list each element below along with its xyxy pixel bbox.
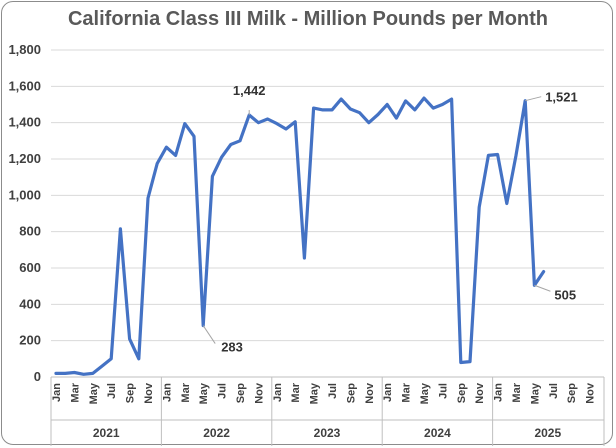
x-month-label: Sep [125, 383, 137, 403]
data-label: 1,442 [233, 83, 266, 98]
y-tick-label: 200 [19, 333, 41, 348]
data-label: 283 [221, 340, 243, 355]
x-year-label: 2025 [534, 426, 561, 440]
x-month-label: Jul [327, 383, 339, 399]
x-month-label: Sep [235, 383, 247, 403]
x-month-label: Nov [585, 382, 597, 404]
y-tick-label: 1,400 [8, 115, 41, 130]
x-month-label: May [198, 382, 210, 404]
x-month-label: Mar [511, 382, 523, 402]
y-tick-label: 400 [19, 296, 41, 311]
y-tick-label: 1,800 [8, 42, 41, 57]
y-tick-label: 0 [34, 369, 41, 384]
annotation-leader [202, 325, 216, 344]
x-month-label: Mar [69, 382, 81, 402]
x-month-label: Mar [290, 382, 302, 402]
x-month-label: Jul [548, 383, 560, 399]
annotation-leader [525, 96, 542, 102]
y-tick-label: 1,200 [8, 151, 41, 166]
y-tick-label: 1,000 [8, 187, 41, 202]
x-year-label: 2022 [203, 426, 230, 440]
data-label: 1,521 [545, 90, 578, 105]
x-month-label: May [419, 382, 431, 404]
x-month-label: Jan [161, 383, 173, 402]
x-month-label: Nov [253, 382, 265, 404]
x-month-label: Mar [180, 382, 192, 402]
series-line [54, 96, 546, 376]
y-tick-label: 800 [19, 224, 41, 239]
x-month-label: May [88, 382, 100, 404]
x-month-label: Jan [493, 383, 505, 402]
x-month-label: Nov [474, 382, 486, 404]
annotation-leader [534, 284, 551, 292]
x-month-label: Jul [437, 383, 449, 399]
x-month-label: Mar [401, 382, 413, 402]
x-month-label: Nov [143, 382, 155, 404]
x-month-label: Jan [51, 383, 63, 402]
y-tick-label: 600 [19, 260, 41, 275]
x-month-label: May [529, 382, 541, 404]
data-label: 505 [554, 287, 576, 302]
x-year-label: 2021 [93, 426, 120, 440]
x-month-label: Nov [364, 382, 376, 404]
x-year-label: 2023 [314, 426, 341, 440]
x-month-label: May [309, 382, 321, 404]
x-month-label: Jul [106, 383, 118, 399]
x-month-label: Sep [566, 383, 578, 403]
x-month-label: Jan [382, 383, 394, 402]
chart-title: California Class III Milk - Million Poun… [67, 8, 549, 30]
x-month-label: Sep [456, 383, 468, 403]
x-month-label: Jul [217, 383, 229, 399]
x-year-label: 2024 [424, 426, 451, 440]
x-month-label: Jan [272, 383, 284, 402]
x-month-label: Sep [345, 383, 357, 403]
y-tick-label: 1,600 [8, 78, 41, 93]
